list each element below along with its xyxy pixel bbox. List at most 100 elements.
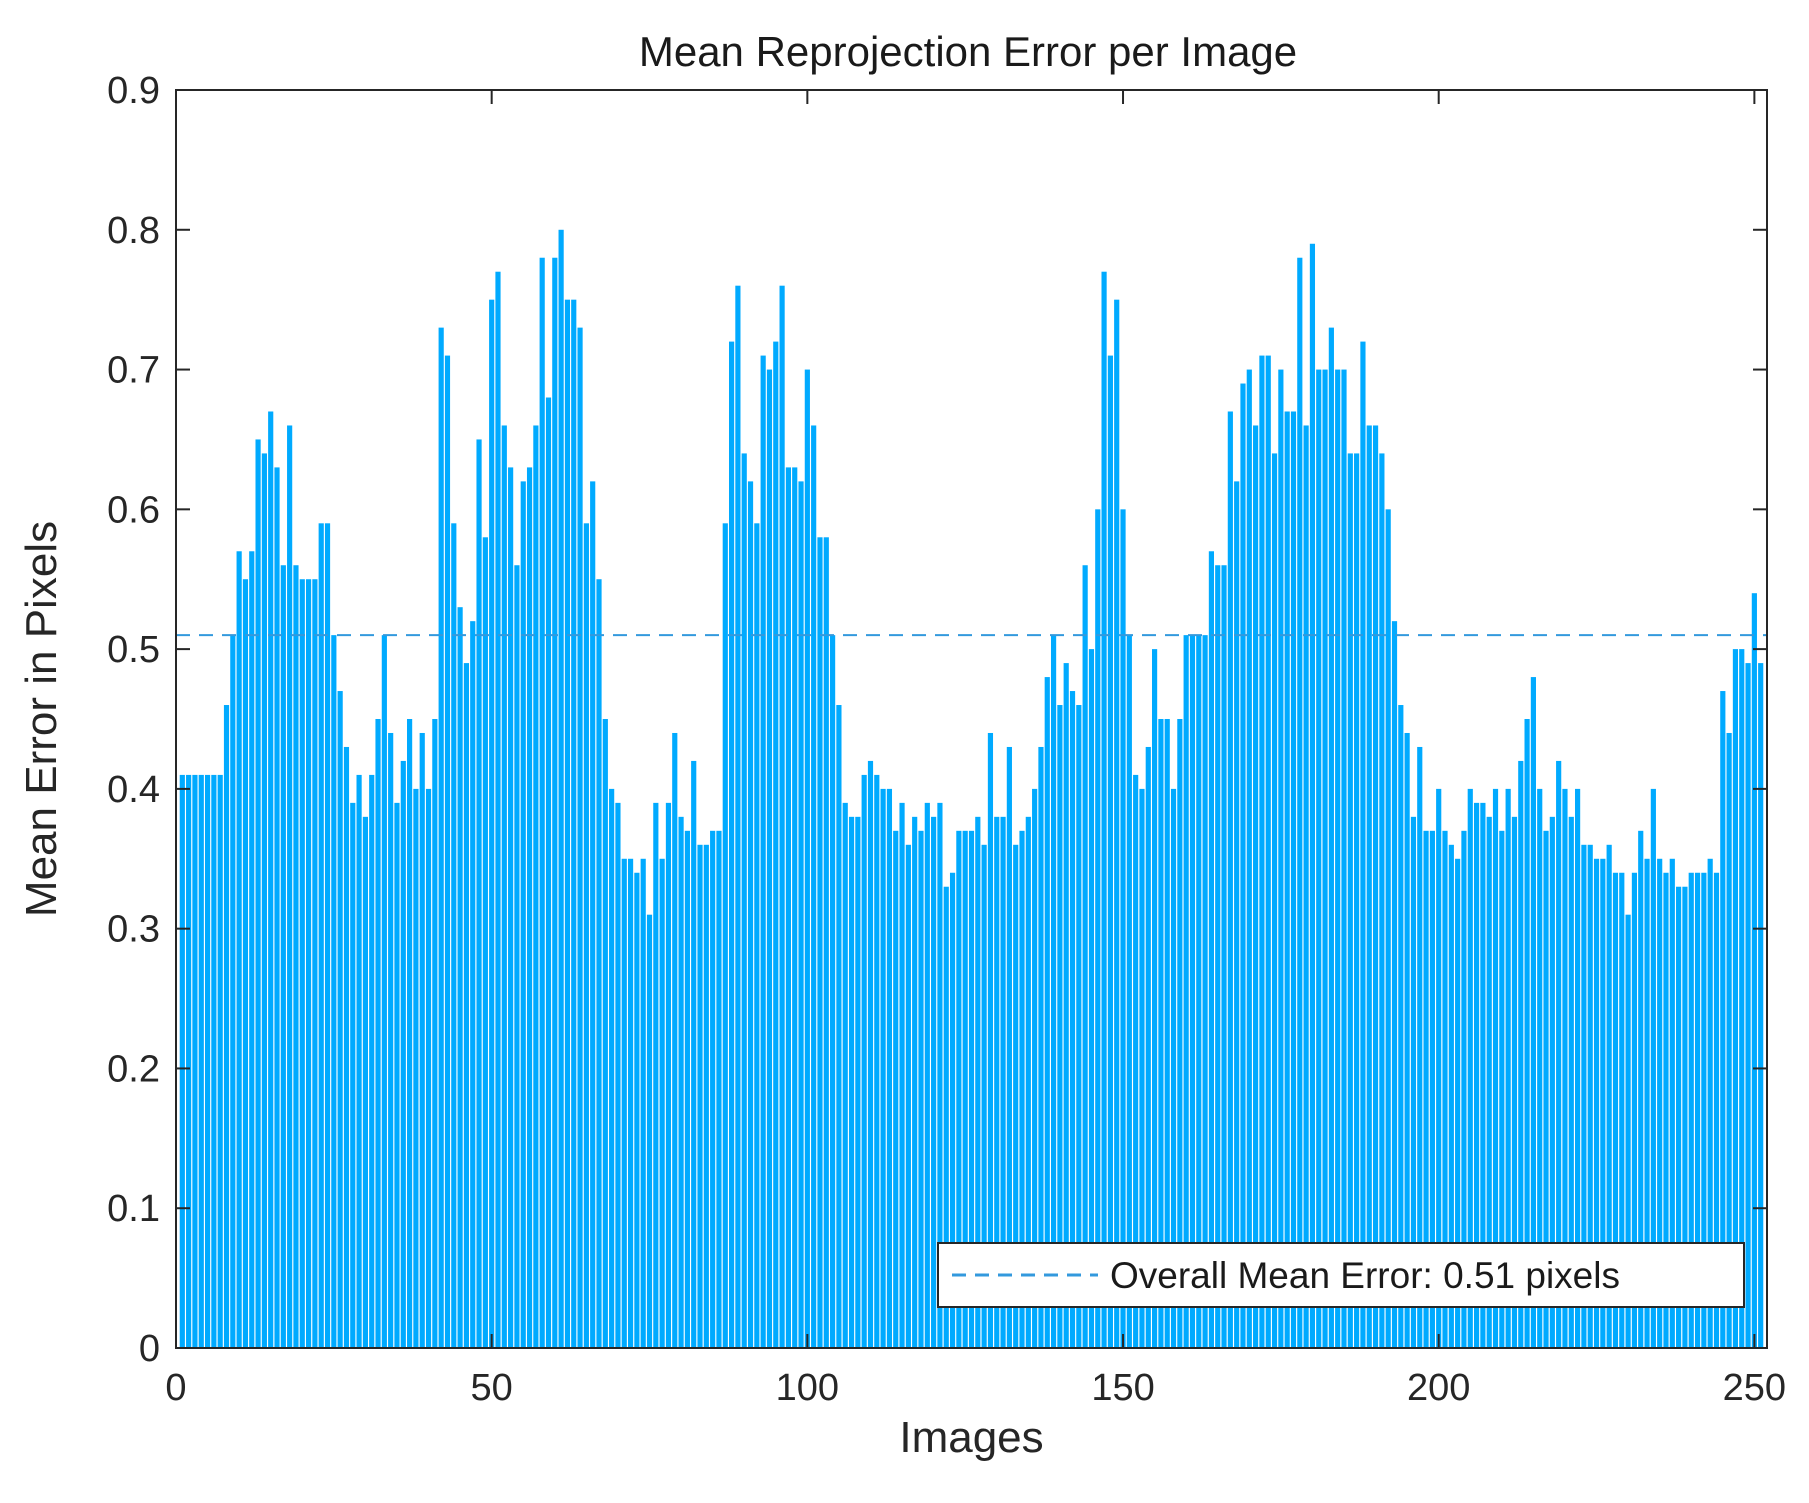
bar — [577, 327, 583, 1348]
bar — [1240, 383, 1246, 1348]
bar — [1006, 746, 1012, 1348]
bar — [388, 732, 394, 1348]
bar — [1082, 565, 1088, 1348]
bar — [710, 830, 716, 1348]
bar — [1335, 369, 1341, 1348]
y-tick-label: 0.8 — [107, 210, 160, 252]
bar — [337, 691, 343, 1348]
bar — [779, 285, 785, 1349]
bar — [615, 802, 621, 1348]
bar — [1271, 453, 1278, 1348]
bar — [1713, 872, 1720, 1348]
bar — [1309, 243, 1316, 1348]
bar — [836, 705, 842, 1348]
bar — [1436, 788, 1442, 1348]
bar — [274, 467, 280, 1348]
bar — [1328, 327, 1334, 1348]
bar — [1265, 355, 1271, 1349]
bar — [811, 425, 817, 1349]
y-tick-label: 0.2 — [107, 1048, 160, 1090]
bar — [495, 271, 501, 1349]
bar — [1063, 663, 1069, 1348]
bar — [943, 886, 949, 1348]
bar — [451, 523, 457, 1348]
bar — [590, 481, 596, 1348]
bar — [962, 830, 968, 1348]
bar — [1278, 369, 1284, 1348]
bar — [747, 481, 754, 1348]
bar — [407, 719, 413, 1348]
bar — [729, 341, 735, 1349]
bar — [1189, 635, 1196, 1348]
bar — [842, 802, 848, 1348]
bar — [1518, 760, 1524, 1348]
bar — [249, 551, 255, 1348]
bar — [1069, 691, 1076, 1348]
bar — [754, 523, 760, 1348]
bar — [817, 537, 823, 1348]
bar — [1133, 774, 1139, 1348]
y-axis-ticks: 0 0.1 0.2 0.3 0.4 0.5 0.6 0.7 0.8 0.9 — [107, 70, 1767, 1370]
bar — [1417, 746, 1423, 1348]
bar — [552, 257, 558, 1349]
bar — [703, 844, 709, 1348]
bar — [931, 816, 937, 1348]
bar — [1669, 858, 1675, 1348]
bar — [1215, 565, 1221, 1348]
bar — [1461, 830, 1467, 1348]
bar — [1354, 453, 1360, 1348]
bar — [1379, 453, 1385, 1348]
bar — [1694, 872, 1701, 1348]
bar — [1676, 886, 1682, 1348]
bar — [1158, 719, 1164, 1348]
bar — [1013, 844, 1019, 1348]
bar — [1038, 746, 1044, 1348]
bar — [324, 523, 331, 1348]
bar — [583, 523, 589, 1348]
bar — [1644, 858, 1650, 1348]
bar — [1562, 788, 1568, 1348]
bar — [192, 774, 198, 1348]
bar — [1341, 369, 1347, 1348]
y-tick-label: 0.7 — [107, 350, 160, 392]
bar — [653, 802, 659, 1348]
bar — [312, 579, 318, 1348]
bar — [602, 719, 608, 1348]
bar — [924, 802, 930, 1348]
bar — [558, 229, 564, 1348]
bar — [457, 607, 463, 1348]
y-tick-label: 0.1 — [107, 1188, 160, 1230]
bar — [255, 439, 261, 1348]
x-tick-label: 100 — [776, 1367, 839, 1409]
bar — [1208, 551, 1214, 1348]
bar — [1568, 816, 1574, 1348]
bar-series — [179, 229, 1764, 1349]
bar — [646, 914, 653, 1348]
bar — [949, 872, 956, 1348]
bar — [1025, 816, 1031, 1348]
bar — [204, 774, 211, 1348]
bar — [1120, 509, 1126, 1349]
bar — [236, 551, 242, 1348]
bar — [735, 285, 741, 1349]
bar — [1593, 858, 1600, 1348]
plot-frame — [175, 89, 1768, 1349]
bar — [1234, 481, 1240, 1348]
bar — [823, 537, 829, 1348]
bar — [394, 802, 400, 1348]
bar — [1423, 830, 1429, 1348]
bar — [501, 425, 507, 1349]
y-tick-label: 0.3 — [107, 909, 160, 951]
bar — [874, 774, 880, 1348]
bar — [343, 746, 350, 1348]
bar — [1044, 677, 1050, 1348]
bar — [684, 830, 690, 1348]
bar — [627, 858, 634, 1348]
bar — [1650, 788, 1656, 1348]
bar — [564, 299, 571, 1348]
bar — [621, 858, 627, 1348]
bar — [1619, 872, 1625, 1348]
bar — [1297, 257, 1303, 1349]
bar — [1076, 705, 1082, 1348]
bar — [785, 467, 791, 1348]
